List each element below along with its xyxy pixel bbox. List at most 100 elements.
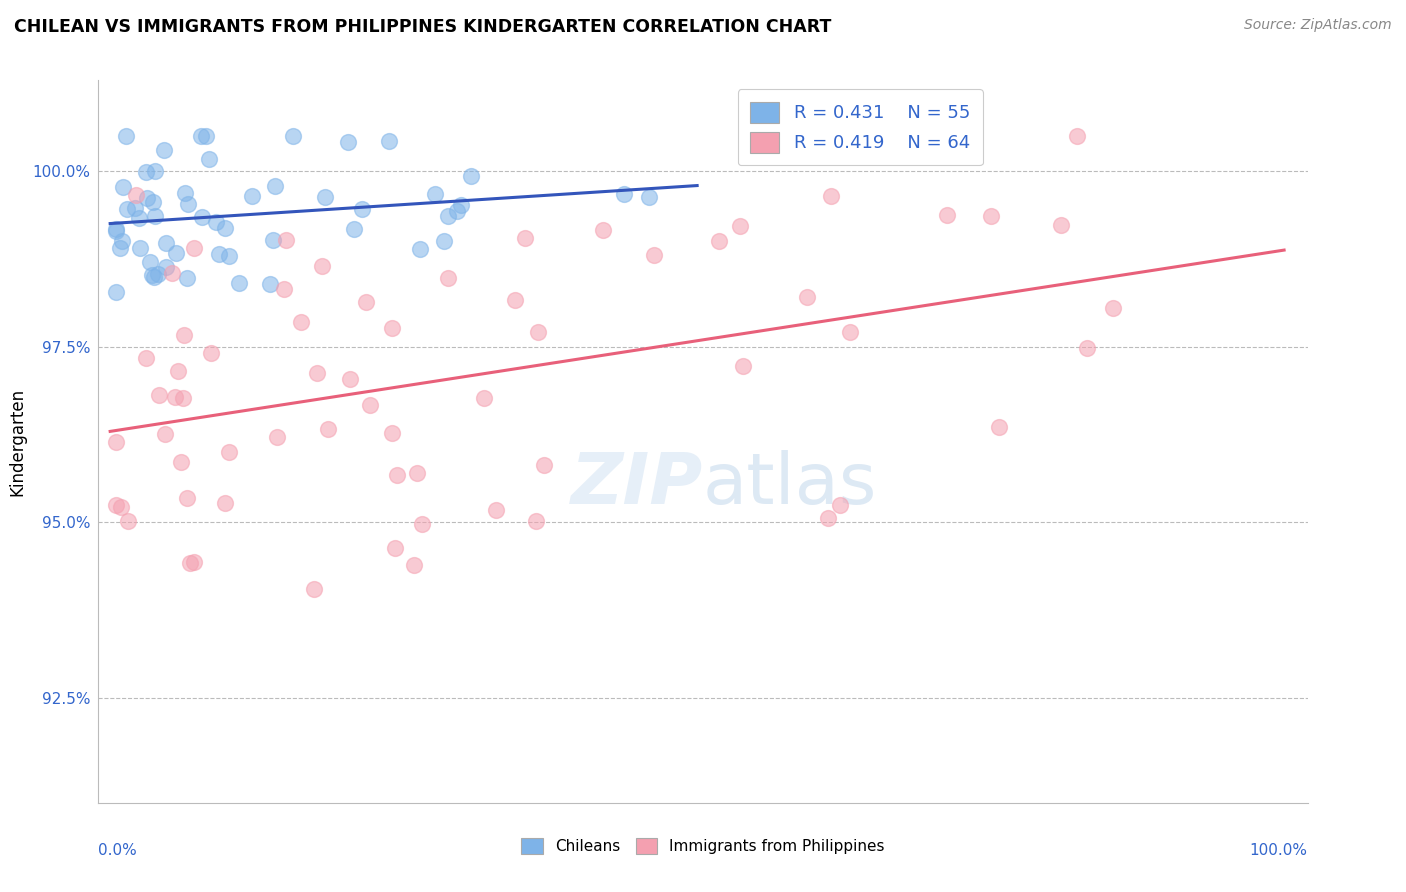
Point: [105, 285, 128, 300]
Point: [174, 186, 197, 201]
Point: [117, 202, 139, 217]
Point: [263, 178, 285, 193]
Point: [125, 187, 148, 202]
Point: [820, 189, 842, 203]
Point: [273, 282, 295, 296]
Point: [135, 351, 157, 365]
Point: [214, 221, 236, 235]
Text: atlas: atlas: [703, 450, 877, 519]
Point: [177, 197, 200, 211]
Point: [124, 201, 146, 215]
Point: [190, 129, 212, 144]
Point: [105, 435, 128, 450]
Point: [111, 235, 134, 249]
Point: [828, 498, 851, 512]
Point: [339, 372, 361, 386]
Point: [730, 219, 752, 234]
Point: [307, 366, 329, 380]
Point: [155, 426, 177, 441]
Point: [343, 221, 366, 235]
Point: [533, 458, 555, 473]
Point: [337, 135, 360, 149]
Point: [839, 326, 862, 340]
Point: [136, 191, 159, 205]
Point: [110, 500, 132, 515]
Point: [172, 391, 194, 405]
Point: [105, 222, 128, 236]
Point: [274, 233, 297, 247]
Point: [707, 234, 730, 248]
Point: [354, 294, 377, 309]
Point: [139, 254, 162, 268]
Point: [143, 270, 166, 285]
Point: [173, 328, 195, 343]
Point: [141, 195, 163, 210]
Point: [503, 293, 526, 307]
Point: [350, 202, 373, 216]
Point: [409, 242, 432, 256]
Point: [643, 247, 665, 261]
Point: [436, 209, 458, 223]
Point: [402, 558, 425, 572]
Point: [613, 187, 636, 202]
Text: Source: ZipAtlas.com: Source: ZipAtlas.com: [1244, 18, 1392, 32]
Point: [129, 240, 152, 254]
Point: [240, 189, 263, 203]
Point: [183, 555, 205, 569]
Point: [302, 582, 325, 596]
Point: [165, 245, 187, 260]
Point: [359, 398, 381, 412]
Legend: Chileans, Immigrants from Philippines: Chileans, Immigrants from Philippines: [515, 832, 891, 860]
Point: [128, 211, 150, 226]
Point: [446, 203, 468, 218]
Point: [208, 247, 231, 261]
Point: [166, 364, 188, 378]
Text: 0.0%: 0.0%: [98, 843, 138, 857]
Point: [115, 129, 138, 144]
Point: [148, 388, 170, 402]
Point: [1101, 301, 1123, 315]
Point: [198, 152, 221, 166]
Point: [155, 260, 177, 274]
Point: [314, 190, 336, 204]
Point: [170, 455, 193, 469]
Point: [527, 325, 550, 339]
Point: [515, 231, 537, 245]
Point: [318, 422, 340, 436]
Point: [179, 557, 201, 571]
Point: [214, 496, 236, 510]
Point: [980, 209, 1002, 223]
Point: [112, 179, 135, 194]
Point: [105, 498, 128, 512]
Point: [381, 425, 404, 440]
Point: [176, 271, 198, 285]
Point: [411, 517, 433, 532]
Point: [437, 271, 460, 285]
Point: [460, 169, 482, 183]
Y-axis label: Kindergarten: Kindergarten: [8, 387, 27, 496]
Point: [259, 277, 281, 291]
Point: [485, 503, 508, 517]
Point: [228, 276, 250, 290]
Point: [384, 541, 406, 555]
Point: [191, 210, 214, 224]
Point: [141, 268, 163, 282]
Point: [406, 466, 429, 480]
Point: [153, 143, 176, 157]
Point: [817, 511, 839, 525]
Point: [165, 390, 187, 404]
Point: [1076, 341, 1098, 355]
Point: [262, 234, 284, 248]
Point: [146, 267, 169, 281]
Point: [638, 189, 661, 203]
Point: [155, 235, 177, 250]
Point: [205, 215, 228, 229]
Point: [796, 290, 818, 304]
Point: [472, 391, 495, 405]
Point: [143, 210, 166, 224]
Text: 100.0%: 100.0%: [1250, 843, 1308, 857]
Point: [108, 241, 131, 255]
Point: [733, 359, 755, 373]
Point: [105, 224, 128, 238]
Point: [194, 129, 217, 144]
